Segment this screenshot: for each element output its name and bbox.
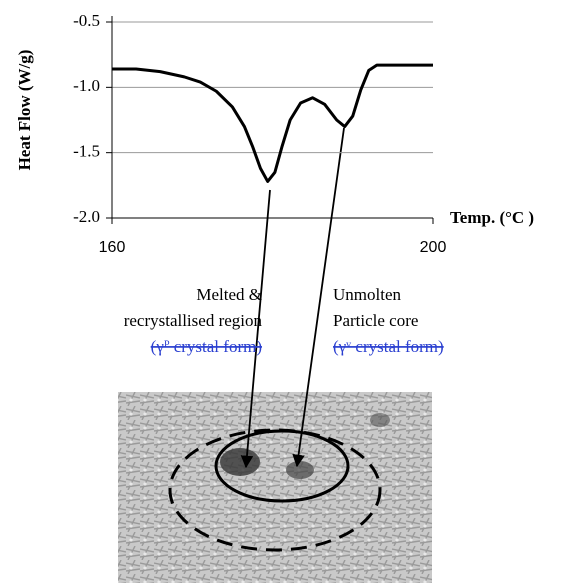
- annotation: (γᴾ crystal form): [151, 337, 262, 356]
- x-tick-label: 200: [420, 239, 447, 256]
- y-tick-label: -1.5: [73, 142, 100, 161]
- y-axis-label: Heat Flow (W/g): [15, 50, 34, 171]
- annotation: (γᵛ crystal form): [333, 337, 444, 356]
- x-tick-label: 160: [99, 239, 126, 256]
- x-axis-label: Temp. (°C ): [450, 208, 534, 227]
- y-tick-label: -0.5: [73, 11, 100, 30]
- annotation: recrystallised region: [124, 311, 263, 330]
- annotation: Particle core: [333, 311, 418, 330]
- arrow: [292, 127, 345, 468]
- line-series: [112, 63, 433, 183]
- y-tick-label: -2.0: [73, 207, 100, 226]
- annotation: Unmolten: [333, 285, 401, 304]
- arrow: [240, 189, 271, 469]
- annotation: Melted &: [196, 285, 262, 304]
- y-tick-label: -1.0: [73, 76, 100, 95]
- micrograph: [118, 392, 432, 583]
